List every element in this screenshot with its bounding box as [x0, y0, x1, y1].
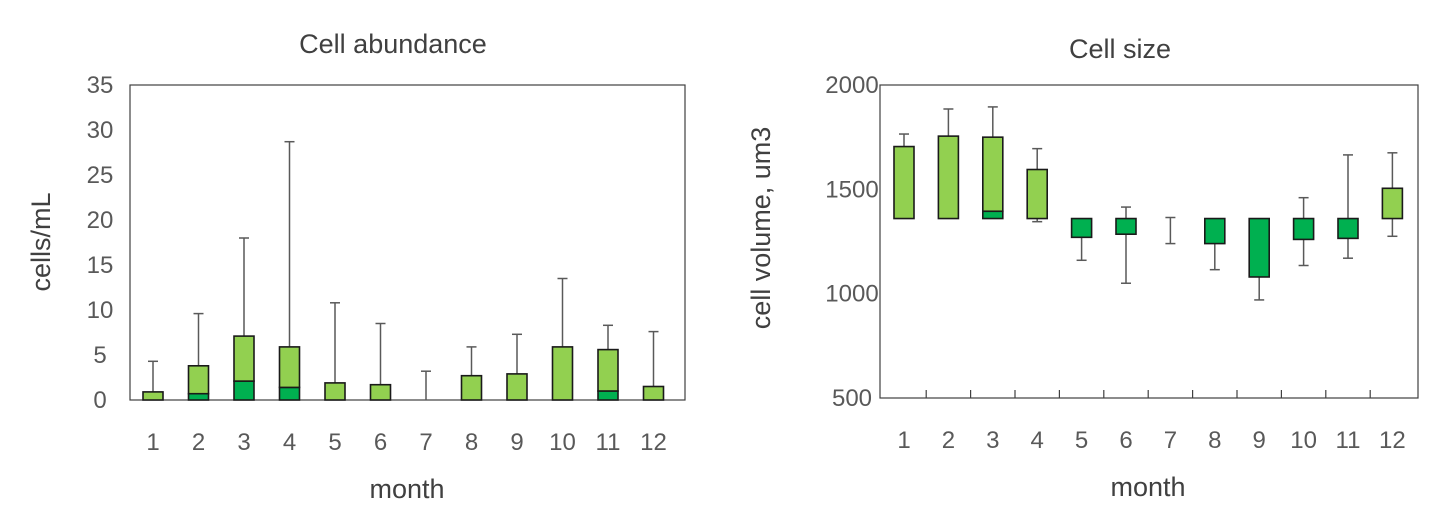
- x-tick-label: 2: [942, 427, 955, 454]
- abundance-chart: Cell abundance cells/mL month 0510152025…: [26, 29, 686, 504]
- x-tick-label: 5: [1075, 427, 1088, 454]
- upper-box: [187, 364, 210, 395]
- x-tick-label: 1: [897, 427, 910, 454]
- x-tick-label: 9: [510, 429, 523, 456]
- y-tick-label: 25: [87, 162, 114, 189]
- y-tick-label: 30: [87, 117, 114, 144]
- x-tick-label: 1: [146, 429, 159, 456]
- x-tick-label: 5: [328, 429, 341, 456]
- upper-box: [324, 382, 346, 401]
- upper-box: [981, 136, 1004, 213]
- x-tick-label: 12: [1379, 427, 1406, 454]
- x-tick-label: 6: [374, 429, 387, 456]
- y-tick-label: 5: [93, 342, 106, 369]
- lower-box: [1204, 217, 1226, 245]
- x-tick-label: 12: [640, 429, 667, 456]
- plot-area: [879, 84, 1419, 399]
- upper-box: [893, 145, 915, 220]
- upper-box: [1026, 168, 1048, 220]
- y-axis-label: cells/mL: [26, 192, 56, 291]
- y-tick-label: 500: [832, 385, 872, 412]
- lower-box: [1248, 217, 1270, 278]
- y-tick-label: 1000: [825, 281, 878, 308]
- upper-box: [642, 385, 665, 401]
- upper-box: [551, 346, 574, 401]
- y-tick-label: 0: [93, 387, 106, 414]
- lower-box: [233, 380, 255, 401]
- lower-box: [597, 390, 619, 401]
- upper-box: [597, 348, 619, 392]
- x-tick-label: 8: [465, 429, 478, 456]
- x-tick-label: 4: [1031, 427, 1044, 454]
- upper-box: [506, 373, 528, 401]
- x-tick-label: 10: [1290, 427, 1317, 454]
- lower-box: [278, 386, 301, 401]
- upper-box: [142, 391, 164, 401]
- x-tick-label: 2: [192, 429, 205, 456]
- upper-box: [937, 135, 960, 220]
- lower-box: [1337, 217, 1359, 240]
- x-tick-label: 9: [1253, 427, 1266, 454]
- x-tick-label: 3: [237, 429, 250, 456]
- upper-box: [460, 374, 483, 401]
- chart-title: Cell size: [1069, 34, 1171, 64]
- chart-title: Cell abundance: [299, 29, 487, 59]
- x-tick-label: 3: [986, 427, 999, 454]
- x-axis-label: month: [369, 474, 444, 504]
- upper-box: [278, 346, 301, 389]
- lower-box: [981, 210, 1004, 220]
- y-tick-label: 20: [87, 207, 114, 234]
- upper-box: [369, 383, 392, 401]
- x-tick-label: 10: [549, 429, 576, 456]
- x-tick-label: 6: [1119, 427, 1132, 454]
- x-tick-label: 11: [596, 429, 621, 456]
- size-chart: Cell size cell volume, um3 month 500 1000…: [746, 34, 1419, 502]
- x-tick-label: 7: [419, 429, 432, 456]
- lower-box: [187, 392, 210, 401]
- lower-box: [1115, 217, 1137, 235]
- x-tick-label: 7: [1164, 427, 1177, 454]
- x-axis-label: month: [1110, 472, 1185, 502]
- x-tick-label: 4: [283, 429, 296, 456]
- y-tick-label: 1500: [825, 176, 878, 203]
- y-tick-label: 35: [87, 72, 114, 99]
- y-tick-label: 2000: [825, 72, 878, 99]
- plot-area: [129, 84, 686, 401]
- y-tick-label: 10: [87, 297, 114, 324]
- y-axis-label: cell volume, um3: [746, 127, 776, 330]
- upper-box: [233, 335, 255, 382]
- lower-box: [1292, 217, 1315, 241]
- x-tick-label: 8: [1208, 427, 1221, 454]
- upper-box: [1381, 187, 1404, 220]
- lower-box: [1070, 217, 1093, 239]
- y-tick-label: 15: [87, 252, 114, 279]
- x-tick-label: 11: [1336, 427, 1361, 454]
